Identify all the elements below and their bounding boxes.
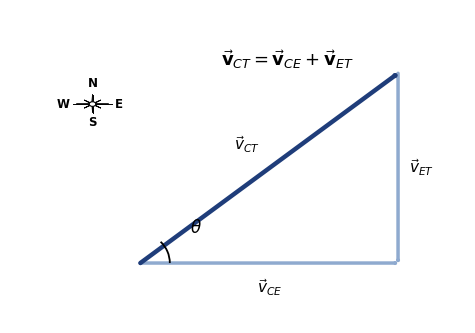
Text: S: S [88, 117, 97, 130]
Text: N: N [87, 77, 97, 90]
Text: $\vec{v}_{CE}$: $\vec{v}_{CE}$ [256, 277, 282, 298]
Polygon shape [92, 104, 93, 113]
Polygon shape [92, 104, 101, 108]
Text: $\theta$: $\theta$ [190, 219, 201, 237]
Polygon shape [92, 100, 101, 104]
Text: $\vec{\mathbf{v}}_{CT} = \vec{\mathbf{v}}_{CE} + \vec{\mathbf{v}}_{ET}$: $\vec{\mathbf{v}}_{CT} = \vec{\mathbf{v}… [221, 48, 354, 71]
Text: $\vec{v}_{CT}$: $\vec{v}_{CT}$ [234, 134, 259, 155]
Text: W: W [57, 98, 70, 111]
Polygon shape [84, 100, 93, 104]
Polygon shape [92, 94, 93, 105]
Text: $\vec{v}_{ET}$: $\vec{v}_{ET}$ [409, 158, 434, 178]
Polygon shape [84, 104, 93, 108]
Circle shape [89, 102, 96, 106]
Text: E: E [115, 98, 124, 111]
